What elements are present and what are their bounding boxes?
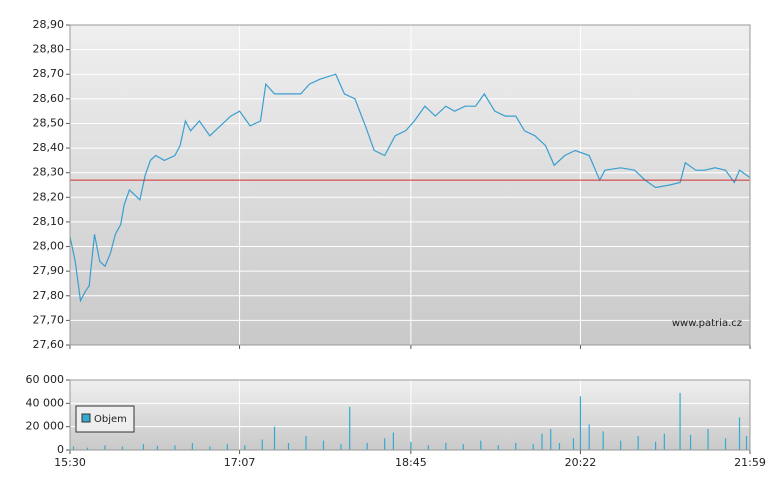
- volume-bar: [261, 439, 263, 450]
- volume-bar: [724, 438, 727, 450]
- volume-bar: [679, 392, 681, 450]
- y-tick-label: 20 000: [26, 420, 65, 433]
- volume-bar: [121, 446, 124, 450]
- volume-bar: [384, 438, 386, 450]
- volume-bar: [738, 417, 741, 450]
- volume-bar: [273, 426, 276, 450]
- volume-bar: [620, 440, 622, 450]
- y-tick-label: 28,40: [33, 141, 65, 154]
- y-tick-label: 28,50: [33, 116, 65, 129]
- volume-bar: [541, 433, 543, 450]
- y-tick-label: 28,60: [33, 92, 65, 105]
- volume-bar: [427, 445, 429, 450]
- y-tick-label: 28,80: [33, 43, 65, 56]
- y-tick-label: 28,70: [33, 67, 65, 80]
- volume-bar: [572, 438, 575, 450]
- volume-bar: [72, 446, 75, 450]
- volume-bar: [226, 444, 228, 450]
- volume-bar: [156, 445, 159, 450]
- volume-bar: [579, 396, 582, 450]
- y-tick-label: 27,70: [33, 313, 65, 326]
- x-tick-label: 20:22: [565, 456, 597, 469]
- volume-bar: [104, 445, 106, 450]
- volume-bar: [515, 443, 517, 450]
- volume-bar: [637, 436, 639, 450]
- y-tick-label: 28,90: [33, 18, 65, 31]
- y-tick-label: 27,90: [33, 264, 65, 277]
- volume-bar: [532, 444, 534, 450]
- volume-bar: [558, 443, 561, 450]
- x-tick-label: 21:59: [734, 456, 766, 469]
- price-line: [69, 73, 751, 303]
- volume-bar: [366, 443, 368, 450]
- y-tick-label: 60 000: [26, 373, 65, 386]
- volume-bar: [244, 445, 246, 450]
- volume-bar: [322, 440, 325, 450]
- volume-bar: [340, 444, 342, 450]
- volume-frame: [69, 379, 751, 451]
- volume-bar: [392, 432, 394, 450]
- volume-bar: [602, 431, 604, 450]
- volume-bar: [497, 445, 499, 450]
- price-frame: [69, 24, 751, 346]
- volume-bar: [349, 406, 351, 450]
- y-tick-label: 28,00: [33, 240, 65, 253]
- volume-bar: [480, 440, 482, 450]
- y-tick-label: 27,60: [33, 338, 65, 351]
- volume-bar: [689, 434, 692, 450]
- volume-bar: [142, 444, 145, 450]
- volume-bar: [410, 441, 412, 450]
- volume-bar: [588, 424, 590, 450]
- y-tick-label: 40 000: [26, 396, 65, 409]
- volume-bar: [550, 429, 552, 450]
- volume-bar: [445, 443, 447, 450]
- volume-bar: [209, 446, 211, 450]
- volume-bar: [745, 436, 748, 450]
- legend-label: Objem: [94, 414, 127, 425]
- volume-bar: [191, 443, 193, 450]
- y-tick-label: 28,20: [33, 190, 65, 203]
- x-tick-label: 17:07: [224, 456, 256, 469]
- volume-bar: [663, 433, 665, 450]
- volume-bar: [305, 436, 307, 450]
- volume-bar: [86, 447, 89, 450]
- legend-swatch: [81, 413, 91, 423]
- volume-bar: [462, 444, 464, 450]
- volume-bar: [174, 445, 176, 450]
- volume-panel: [70, 380, 750, 450]
- x-tick-label: 18:45: [395, 456, 427, 469]
- volume-bar: [707, 429, 709, 450]
- volume-bar: [655, 441, 657, 450]
- y-tick-label: 28,10: [33, 215, 65, 228]
- x-tick-label: 15:30: [54, 456, 86, 469]
- y-tick-label: 28,30: [33, 166, 65, 179]
- volume-bar: [287, 443, 290, 450]
- y-tick-label: 27,80: [33, 289, 65, 302]
- y-tick-label: 0: [57, 443, 64, 456]
- price-panel: [70, 25, 750, 345]
- watermark: www.patria.cz: [672, 318, 742, 329]
